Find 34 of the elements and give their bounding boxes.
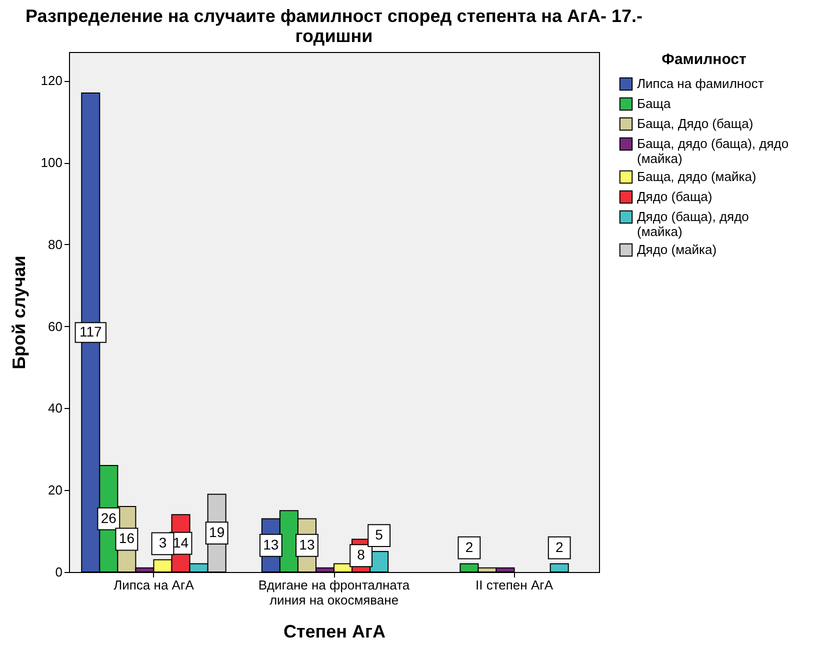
legend-label: Дядо (майка) [637,242,717,257]
data-label: 16 [118,530,135,546]
y-axis-title: Брой случаи [8,256,29,370]
legend-label: Липса на фамилност [637,76,764,91]
data-label: 3 [158,534,167,551]
data-label: 2 [465,538,474,555]
legend-title: Фамилност [662,51,746,68]
chart-title: Разпределение на случаите фамилност според степента на АгА- 17.-годишни [25,6,643,46]
y-tick-label: 40 [48,400,62,416]
y-tick-label: 20 [48,482,62,498]
data-label: 8 [357,546,366,563]
x-axis-title: Степен АгА [283,622,386,642]
y-tick-label: 100 [40,155,62,170]
legend-label: Баща, Дядо (баща) [637,116,754,131]
y-tick-label: 80 [48,236,62,252]
data-label: 2 [555,538,564,555]
y-tick-label: 120 [40,73,62,88]
data-label: 13 [299,536,315,552]
legend-label: Баща, дядо (майка) [637,169,756,184]
x-tick-label: Вдигане на фронталната линия на окосмяване [258,578,410,608]
data-label: 26 [100,510,117,526]
legend-label: Дядо (баща) [637,189,712,204]
legend-label: Дядо (баща), дядо (майка) [637,209,749,239]
y-tick-label: 0 [55,564,62,580]
data-label: 14 [172,534,189,550]
x-tick-label: II степен АгА [476,578,554,592]
data-label: 13 [263,536,279,552]
y-tick-label: 60 [48,318,62,334]
legend-label: Баща, дядо (баща), дядо (майка) [637,136,789,166]
data-label: 117 [79,323,102,340]
x-tick-label: Липса на АгА [114,578,194,592]
data-label: 5 [375,526,384,543]
data-label: 19 [209,524,225,540]
legend-label: Баща [637,96,672,111]
